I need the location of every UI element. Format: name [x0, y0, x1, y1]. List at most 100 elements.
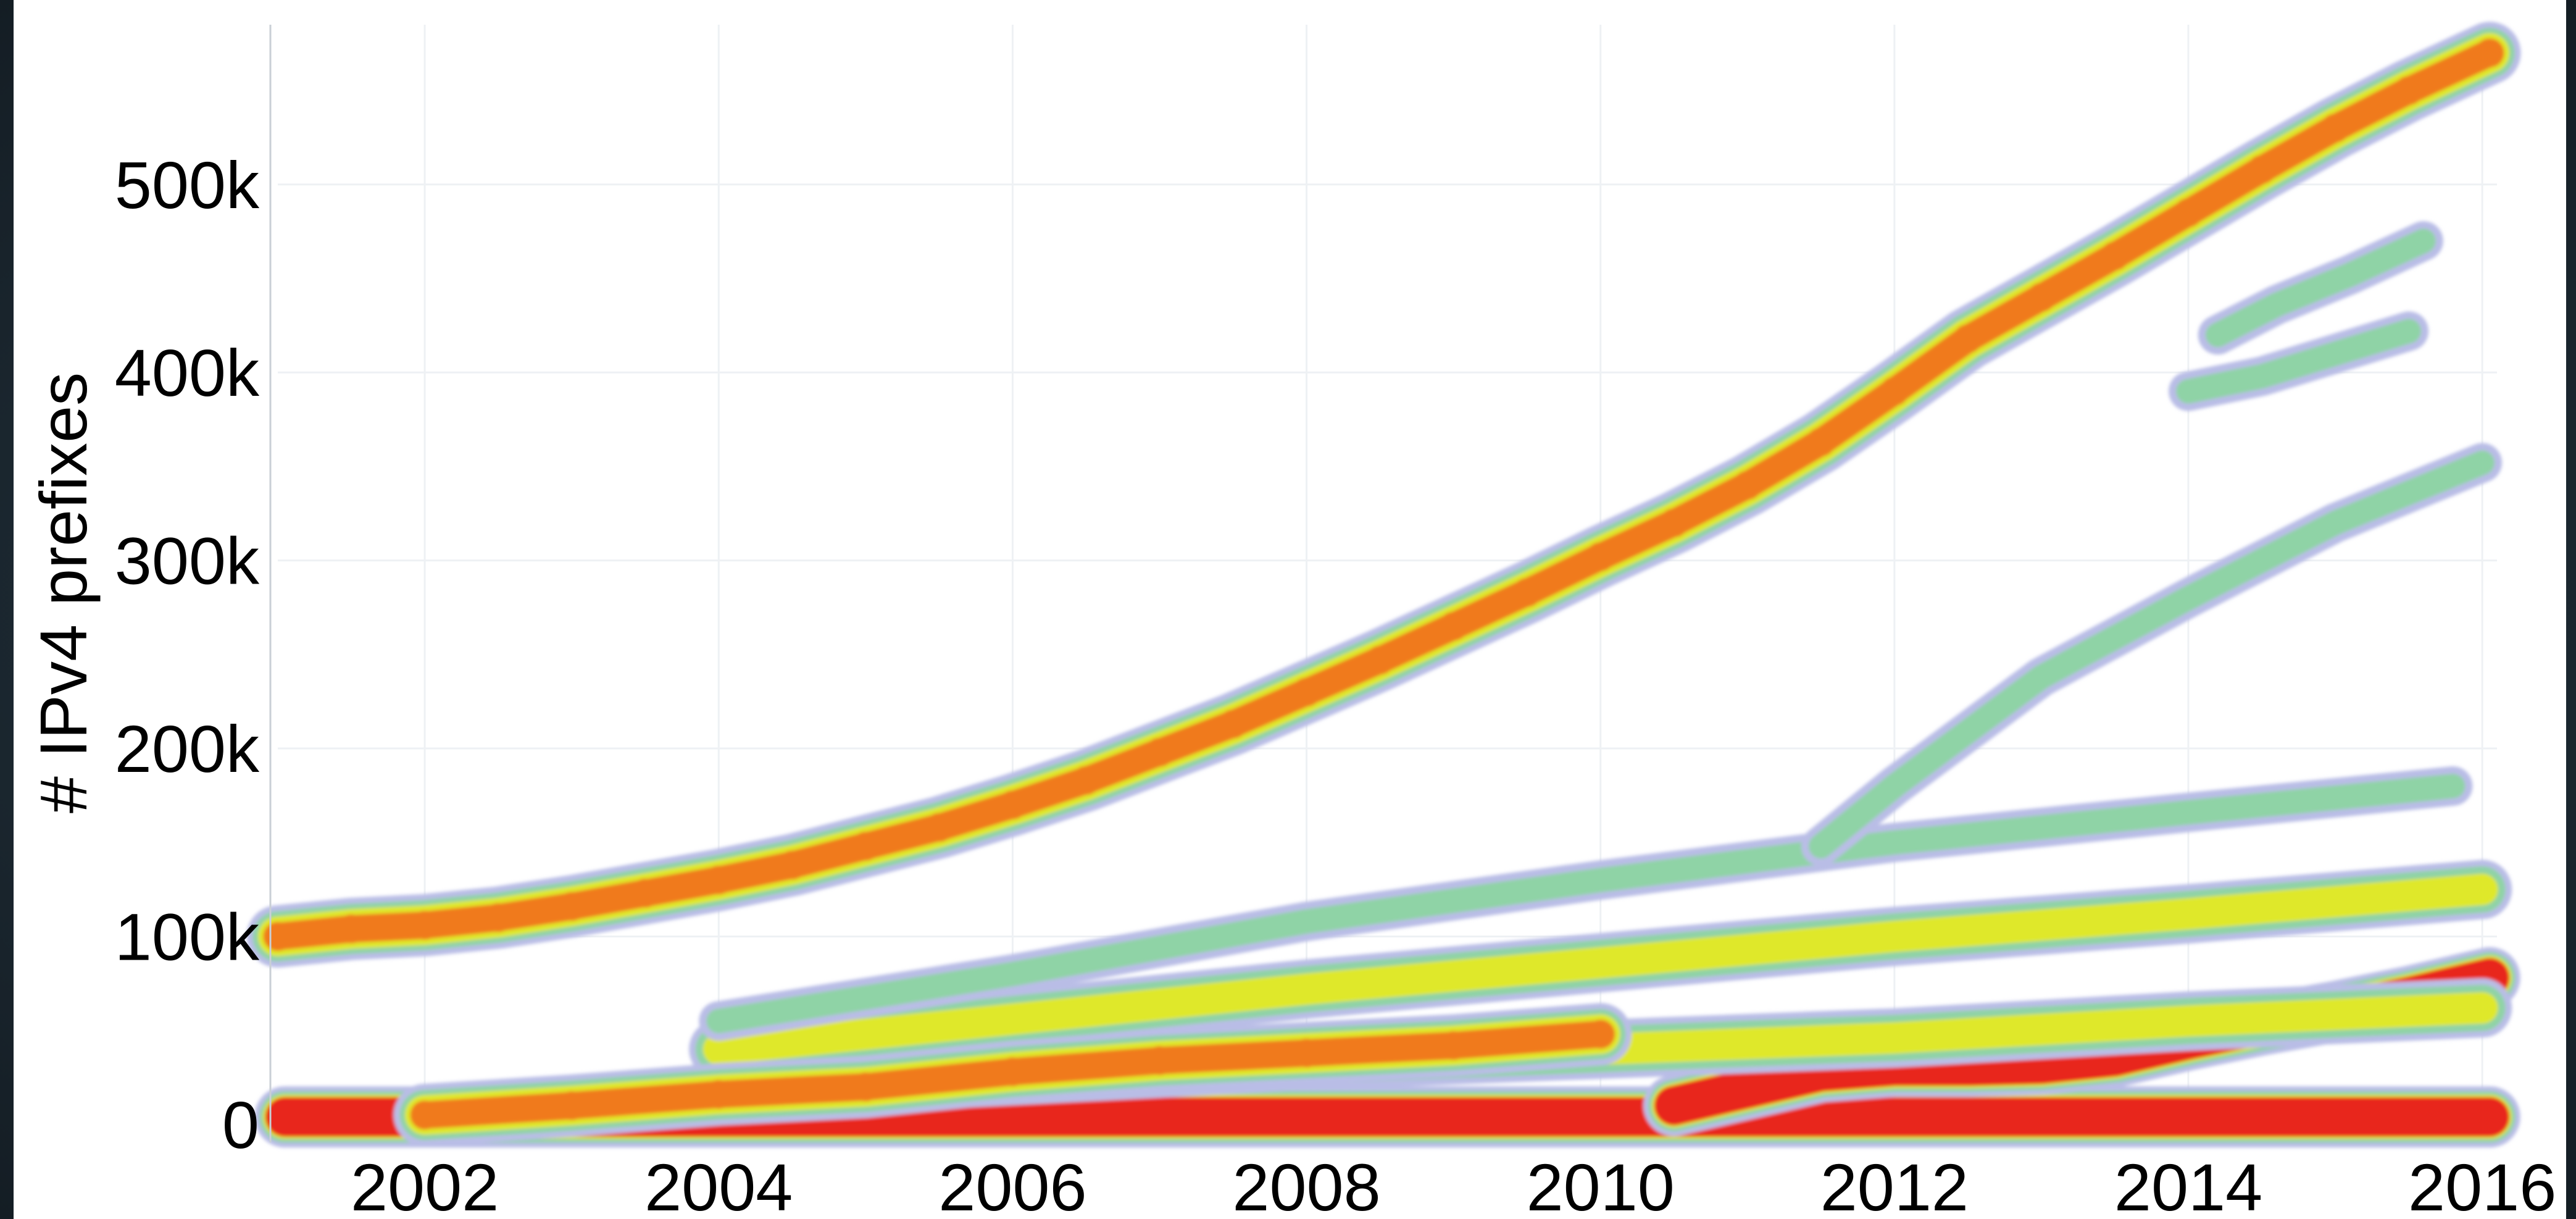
density-point	[1878, 1022, 1911, 1054]
y-axis-label: # IPv4 prefixes	[26, 372, 101, 813]
density-point	[1290, 1100, 1323, 1134]
density-point	[2397, 319, 2420, 343]
density-point	[996, 1100, 1030, 1134]
density-point	[1292, 677, 1322, 707]
density-point	[410, 910, 440, 940]
density-point	[1512, 577, 1542, 607]
density-band-8	[2169, 311, 2429, 411]
y-tick-label: 100k	[115, 899, 260, 974]
density-point	[924, 813, 954, 842]
density-point	[2324, 342, 2347, 366]
density-point	[777, 850, 807, 880]
density-point	[2412, 229, 2435, 253]
density-point	[2467, 874, 2498, 905]
y-tick-label: 400k	[115, 335, 260, 410]
density-point	[483, 903, 513, 932]
density-point	[1145, 737, 1174, 767]
density-point	[2172, 1005, 2204, 1037]
density-point	[1878, 921, 1911, 952]
y-tick-label: 200k	[115, 711, 260, 786]
density-point	[2100, 241, 2130, 270]
density-point	[1583, 1100, 1617, 1134]
density-point	[2177, 587, 2200, 610]
density-point	[2174, 198, 2203, 227]
density-point	[1659, 508, 1689, 538]
density-point	[1295, 910, 1319, 933]
density-point	[1883, 831, 1906, 854]
density-band-10	[393, 1003, 1632, 1146]
density-point	[2027, 282, 2056, 312]
density-point	[2030, 665, 2053, 689]
density-point	[998, 790, 1027, 819]
density-point	[1953, 324, 1983, 353]
density-point	[2338, 263, 2362, 287]
density-point	[1439, 611, 1469, 641]
density-point	[2025, 1100, 2058, 1134]
density-point	[1809, 834, 1833, 858]
x-tick-label: 2006	[938, 1150, 1086, 1219]
x-tick-label: 2004	[644, 1150, 793, 1219]
density-point	[2473, 1100, 2507, 1134]
x-tick-label: 2016	[2408, 1150, 2556, 1219]
density-point	[1733, 471, 1762, 500]
density-band-7	[1801, 443, 2503, 866]
density-point	[704, 865, 733, 895]
x-tick-label: 2008	[1232, 1150, 1380, 1219]
density-point	[2177, 380, 2200, 403]
density-point	[851, 831, 880, 861]
density-point	[1883, 774, 1906, 798]
density-band-9-stroke	[2205, 228, 2436, 348]
density-point	[703, 1033, 735, 1065]
density-point	[335, 1100, 368, 1134]
density-point	[1586, 542, 1615, 571]
density-band-2	[246, 22, 2521, 968]
density-point	[1143, 1100, 1177, 1134]
density-point	[2324, 511, 2347, 535]
density-point	[851, 1072, 880, 1102]
density-point	[1585, 947, 1616, 979]
density-point	[1145, 1045, 1174, 1075]
density-point	[2265, 293, 2288, 317]
density-point	[1657, 1089, 1691, 1123]
x-tick-labels: 2002 2004 2006 2008 2010 2012 2014 2016	[351, 1150, 2556, 1219]
density-point	[2320, 113, 2350, 143]
density-point	[2470, 451, 2494, 474]
density-point	[410, 1100, 440, 1130]
density-point	[2172, 898, 2204, 930]
density-point	[1292, 1038, 1322, 1068]
density-band-6	[699, 766, 2473, 1041]
density-point	[704, 1079, 733, 1109]
density-point	[2172, 1100, 2205, 1134]
density-point	[1291, 973, 1322, 1005]
density-point	[1365, 645, 1395, 675]
density-point	[1001, 962, 1024, 986]
x-tick-label: 2002	[351, 1150, 499, 1219]
density-point	[1880, 377, 1909, 406]
density-point	[2206, 323, 2230, 346]
y-tick-label: 0	[222, 1087, 259, 1162]
density-point	[2250, 364, 2274, 388]
density-point	[269, 1100, 302, 1134]
density-point	[707, 1009, 730, 1033]
density-point	[1586, 1020, 1615, 1049]
density-point	[263, 921, 293, 951]
density-band-9	[2198, 221, 2443, 355]
density-point	[336, 914, 366, 944]
density-point	[557, 892, 586, 921]
density-band-7-stroke	[1809, 450, 2495, 859]
density-point	[2467, 992, 2498, 1024]
density-point	[1219, 709, 1248, 739]
density-point	[630, 878, 660, 908]
density-point	[997, 1003, 1028, 1035]
density-point	[2475, 38, 2504, 68]
x-tick-label: 2010	[1527, 1150, 1675, 1219]
density-marks	[246, 22, 2521, 1148]
density-band-8-stroke	[2176, 319, 2421, 404]
y-tick-labels: 0 100k 200k 300k 400k 500k	[115, 148, 260, 1162]
density-band-5	[689, 860, 2512, 1079]
density-point	[1730, 1072, 1764, 1105]
y-tick-label: 500k	[115, 148, 260, 222]
x-tick-label: 2014	[2114, 1150, 2262, 1219]
density-point	[1436, 1100, 1470, 1134]
